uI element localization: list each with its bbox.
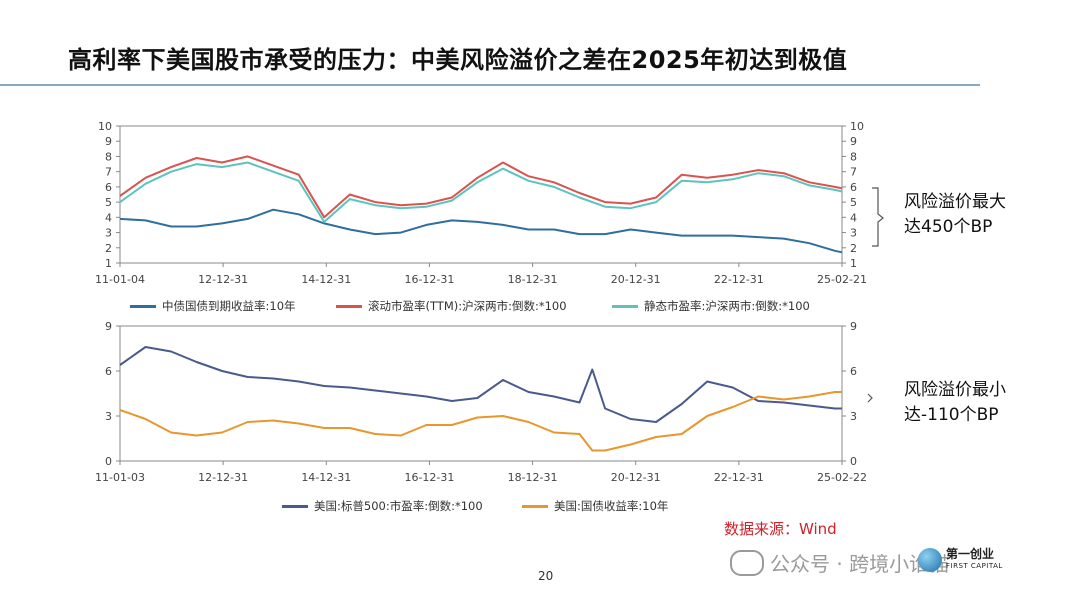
brace-top (872, 187, 884, 247)
y-tick-label-right: 9 (850, 320, 857, 333)
x-tick-label: 11-01-04 (95, 273, 145, 286)
watermark: 公众号 · 跨境小谁猫 (730, 548, 949, 577)
x-tick-label: 18-12-31 (508, 273, 558, 286)
note-line: 达450个BP (904, 217, 993, 237)
y-tick-label-left: 10 (98, 120, 112, 133)
x-tick-label: 14-12-31 (301, 273, 351, 286)
x-tick-label: 11-01-03 (95, 471, 145, 484)
note-line: 达-110个BP (904, 405, 999, 425)
legend-label: 中债国债到期收益率:10年 (162, 299, 296, 313)
note-line: 风险溢价最小 (904, 380, 1006, 400)
legend-top-cn-yield: 中债国债到期收益率:10年 (130, 298, 296, 314)
y-tick-label-left: 3 (105, 227, 112, 240)
x-tick-label: 12-12-31 (198, 471, 248, 484)
x-tick-label: 20-12-31 (611, 273, 661, 286)
wechat-icon (730, 549, 764, 576)
y-tick-label-right: 2 (850, 242, 857, 255)
page-number: 20 (538, 569, 554, 583)
slide-title: 高利率下美国股市承受的压力：中美风险溢价之差在2025年初达到极值 (68, 46, 848, 74)
legend-label: 滚动市盈率(TTM):沪深两市:倒数:*100 (368, 299, 567, 313)
x-tick-label: 16-12-31 (404, 273, 454, 286)
company-logo: 第一创业 FIRST CAPITAL (918, 548, 1003, 572)
y-tick-label-left: 2 (105, 242, 112, 255)
series-line-0-0 (119, 208, 843, 254)
legend-top-ttm: 滚动市盈率(TTM):沪深两市:倒数:*100 (336, 298, 567, 314)
y-tick-label-left: 6 (105, 181, 112, 194)
y-tick-label-right: 3 (850, 227, 857, 240)
y-tick-label-left: 9 (105, 320, 112, 333)
y-tick-label-left: 6 (105, 365, 112, 378)
x-tick-label: 22-12-31 (714, 273, 764, 286)
y-tick-label-right: 7 (850, 166, 857, 179)
data-source: 数据来源：Wind (724, 520, 837, 538)
x-tick-label: 20-12-31 (611, 471, 661, 484)
y-tick-label-right: 6 (850, 365, 857, 378)
y-tick-label-left: 4 (105, 211, 112, 224)
globe-logo-icon (918, 548, 942, 572)
y-tick-label-right: 6 (850, 181, 857, 194)
y-tick-label-right: 10 (850, 120, 864, 133)
series-line-1-1 (119, 391, 842, 452)
title-divider (0, 84, 980, 86)
y-tick-label-right: 5 (850, 196, 857, 209)
x-tick-label: 12-12-31 (198, 273, 248, 286)
logo-en: FIRST CAPITAL (946, 562, 1003, 570)
logo-cn: 第一创业 (946, 547, 995, 561)
plot-frame (119, 325, 843, 462)
y-tick-label-left: 8 (105, 150, 112, 163)
y-tick-label-right: 1 (850, 257, 857, 270)
legend-label: 美国:国债收益率:10年 (554, 499, 669, 513)
series-line-0-1 (119, 155, 843, 219)
y-tick-label-left: 3 (105, 410, 112, 423)
y-tick-label-left: 1 (105, 257, 112, 270)
y-tick-label-right: 3 (850, 410, 857, 423)
x-tick-label: 25-02-22 (817, 471, 867, 484)
note-min-premium: 风险溢价最小 达-110个BP (904, 378, 1006, 428)
y-tick-label-right: 9 (850, 135, 857, 148)
series-line-1-0 (119, 346, 842, 423)
series-line-0-2 (119, 161, 843, 223)
brace-bottom (867, 393, 873, 403)
y-tick-label-right: 0 (850, 455, 857, 468)
x-tick-label: 16-12-31 (404, 471, 454, 484)
x-tick-label: 18-12-31 (508, 471, 558, 484)
note-max-premium: 风险溢价最大 达450个BP (904, 190, 1006, 240)
y-tick-label-left: 9 (105, 135, 112, 148)
y-tick-label-left: 5 (105, 196, 112, 209)
legend-bottom-sp500: 美国:标普500:市盈率:倒数:*100 (282, 498, 483, 514)
legend-top-static: 静态市盈率:沪深两市:倒数:*100 (612, 298, 810, 314)
x-tick-label: 14-12-31 (301, 471, 351, 484)
legend-label: 美国:标普500:市盈率:倒数:*100 (314, 499, 483, 513)
plot-frame (119, 125, 843, 264)
y-tick-label-right: 8 (850, 150, 857, 163)
y-tick-label-left: 0 (105, 455, 112, 468)
y-tick-label-left: 7 (105, 166, 112, 179)
legend-label: 静态市盈率:沪深两市:倒数:*100 (644, 299, 810, 313)
note-line: 风险溢价最大 (904, 192, 1006, 212)
y-tick-label-right: 4 (850, 211, 857, 224)
x-tick-label: 22-12-31 (714, 471, 764, 484)
legend-bottom-us10y: 美国:国债收益率:10年 (522, 498, 668, 514)
x-tick-label: 25-02-21 (817, 273, 867, 286)
